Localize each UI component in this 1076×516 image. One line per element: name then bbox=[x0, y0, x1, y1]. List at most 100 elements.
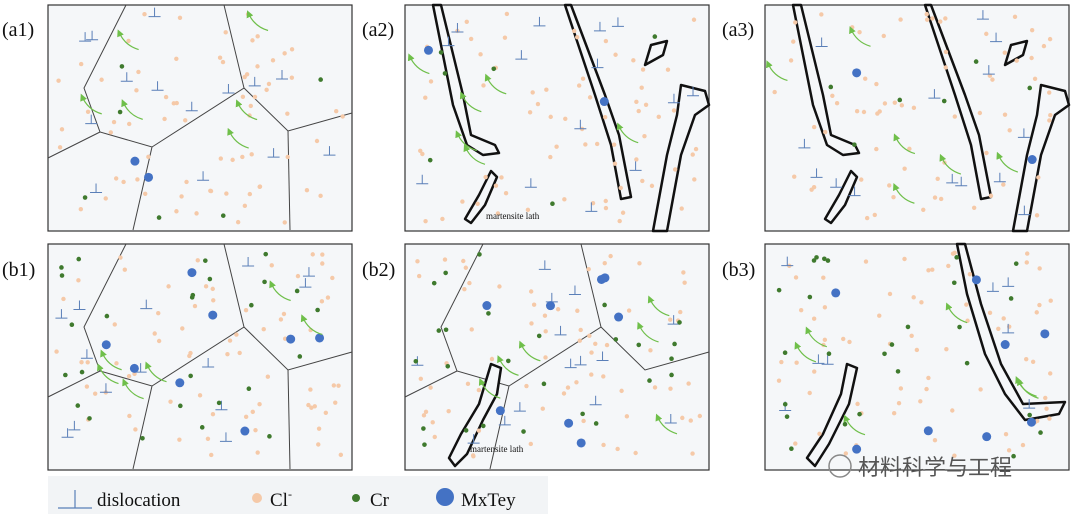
cr-atom bbox=[249, 302, 254, 308]
chloride-ion bbox=[211, 298, 216, 303]
cr-atom bbox=[75, 403, 81, 408]
chloride-ion bbox=[563, 116, 568, 121]
chloride-ion bbox=[667, 317, 673, 322]
chloride-ion bbox=[59, 127, 65, 132]
chloride-ion bbox=[811, 124, 817, 130]
chloride-ion bbox=[530, 90, 535, 95]
dislocation bbox=[267, 148, 280, 158]
chloride-ion bbox=[943, 65, 948, 70]
chloride-ion bbox=[535, 101, 541, 107]
dislocation bbox=[1002, 323, 1015, 334]
diffusion-arrow bbox=[459, 91, 482, 113]
chloride-ion bbox=[250, 38, 255, 43]
chloride-ion bbox=[504, 11, 510, 17]
chloride-ion bbox=[636, 108, 641, 114]
chloride-ion bbox=[464, 19, 469, 24]
chloride-ion bbox=[255, 64, 260, 69]
diffusion-arrow bbox=[100, 349, 122, 371]
mxtey-precipitate bbox=[423, 45, 433, 55]
chloride-ion bbox=[634, 157, 639, 162]
cr-atom bbox=[294, 288, 300, 294]
diffusion-arrow bbox=[246, 10, 269, 32]
cr-atom bbox=[822, 256, 827, 262]
chloride-ion bbox=[1002, 50, 1007, 55]
chloride-ion bbox=[603, 38, 609, 44]
legend-mxtey-symbol bbox=[436, 488, 454, 506]
diffusion-arrow bbox=[407, 53, 430, 75]
chloride-ion bbox=[1024, 260, 1029, 265]
chloride-ion bbox=[1001, 182, 1006, 187]
diffusion-arrow bbox=[463, 144, 486, 165]
chloride-ion bbox=[308, 387, 313, 392]
dislocation bbox=[574, 119, 587, 130]
cr-atom bbox=[82, 195, 88, 200]
cr-atom bbox=[207, 276, 213, 282]
chloride-ion bbox=[428, 79, 434, 84]
mxtey-precipitate bbox=[208, 310, 218, 320]
chloride-ion bbox=[289, 75, 295, 80]
legend-cr-symbol bbox=[352, 494, 360, 502]
cr-atom bbox=[117, 109, 123, 115]
mxtey-precipitate bbox=[614, 312, 624, 322]
chloride-ion bbox=[1006, 448, 1012, 453]
watermark-text: 材料科学与工程 bbox=[858, 456, 1012, 481]
chloride-ion bbox=[252, 94, 258, 100]
chloride-ion bbox=[529, 321, 534, 326]
panel-label: (b1) bbox=[2, 259, 35, 281]
mxtey-precipitate bbox=[564, 418, 574, 428]
chloride-ion bbox=[924, 11, 929, 17]
chloride-ion bbox=[892, 100, 898, 105]
chloride-ion bbox=[126, 373, 132, 379]
dislocation bbox=[90, 183, 103, 193]
martensite-lath bbox=[805, 362, 859, 468]
chloride-ion bbox=[163, 94, 169, 100]
chloride-ion bbox=[847, 339, 852, 345]
cr-atom bbox=[477, 252, 482, 257]
panel-frame bbox=[47, 4, 353, 232]
chloride-ion bbox=[679, 206, 684, 211]
chloride-ion bbox=[423, 95, 428, 100]
chloride-ion bbox=[112, 322, 117, 327]
chloride-ion bbox=[601, 374, 606, 379]
chloride-ion bbox=[136, 69, 141, 75]
chloride-ion bbox=[223, 30, 228, 35]
chloride-ion bbox=[495, 211, 501, 216]
chloride-ion bbox=[978, 387, 983, 392]
dislocation bbox=[513, 402, 526, 412]
mxtey-precipitate bbox=[240, 426, 250, 436]
chloride-ion bbox=[177, 437, 182, 442]
chloride-ion bbox=[471, 454, 476, 459]
dislocation bbox=[151, 81, 164, 91]
chloride-ion bbox=[240, 154, 245, 160]
cr-atom bbox=[1027, 85, 1033, 91]
chloride-ion bbox=[57, 145, 63, 150]
chloride-ion bbox=[1034, 418, 1040, 424]
chloride-ion bbox=[312, 404, 317, 409]
cr-atom bbox=[263, 251, 269, 257]
dislocation bbox=[85, 114, 98, 125]
cr-atom bbox=[784, 414, 790, 419]
chloride-ion bbox=[192, 303, 198, 309]
chloride-ion bbox=[575, 34, 580, 40]
legend-box bbox=[48, 476, 548, 514]
chloride-ion bbox=[1047, 118, 1052, 123]
chloride-ion bbox=[257, 402, 262, 407]
chloride-ion bbox=[911, 105, 917, 111]
panel bbox=[404, 3, 711, 233]
diffusion-arrow bbox=[497, 355, 519, 376]
chloride-ion bbox=[907, 146, 912, 152]
panel bbox=[404, 243, 710, 471]
diffusion-arrow bbox=[97, 363, 119, 385]
martensite-lath bbox=[955, 242, 1067, 422]
chloride-ion bbox=[874, 81, 879, 87]
chloride-ion bbox=[316, 426, 322, 431]
chloride-ion bbox=[648, 348, 653, 353]
cr-atom bbox=[104, 313, 110, 319]
chloride-ion bbox=[640, 67, 646, 72]
chloride-ion bbox=[184, 179, 189, 185]
dislocation bbox=[222, 84, 235, 94]
cr-atom bbox=[246, 386, 252, 392]
cr-atom bbox=[140, 435, 145, 441]
chloride-ion bbox=[577, 338, 583, 343]
chloride-ion bbox=[1037, 302, 1042, 308]
